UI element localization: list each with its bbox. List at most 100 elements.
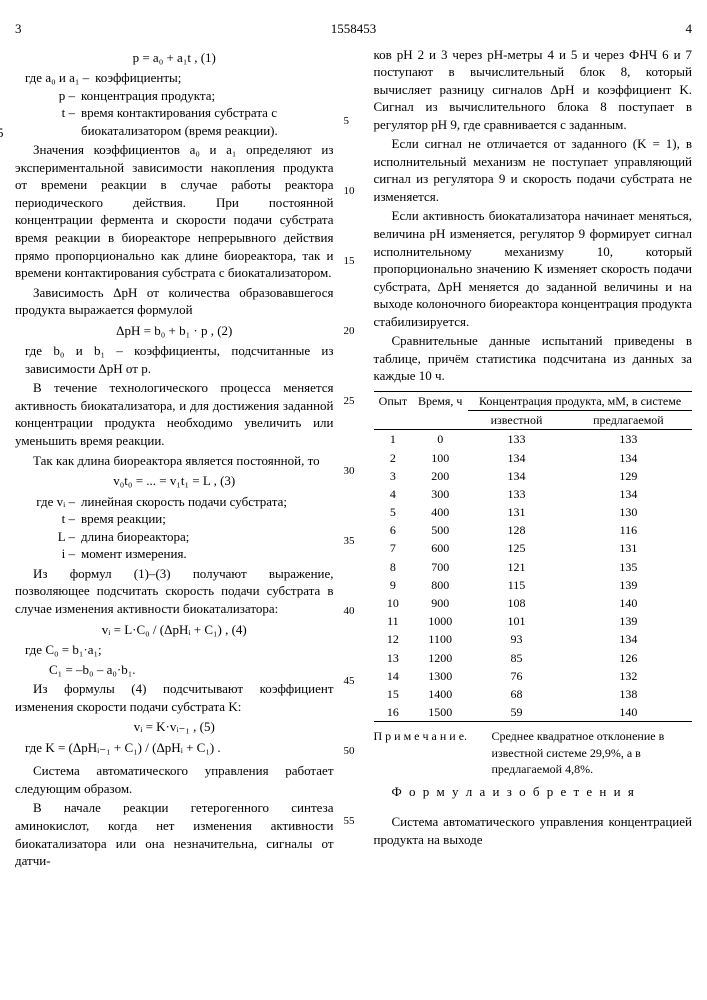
where-sym: где a₀ и a₁ – (25, 69, 95, 87)
table-cell: 125 (468, 539, 565, 557)
paragraph: Если сигнал не отличается от заданного (… (374, 135, 693, 205)
page-center-num: 1558453 (331, 20, 377, 38)
formula-2: ΔpH = b₀ + b₁ · p , (2) (15, 322, 334, 340)
table-cell: 1100 (412, 630, 468, 648)
table-cell: 93 (468, 630, 565, 648)
table-cell: 101 (468, 612, 565, 630)
paragraph: Сравнительные данные испытаний приведены… (374, 332, 693, 385)
page-left-num: 3 (15, 20, 22, 38)
table-cell: 11 (374, 612, 413, 630)
page-header: 3 1558453 4 (15, 20, 692, 38)
where-txt: время контактирования субстрата с биокат… (81, 104, 334, 139)
table-cell: 1500 (412, 703, 468, 722)
table-cell: 13 (374, 649, 413, 667)
results-table: Опыт Время, ч Концентрация продукта, мМ,… (374, 391, 693, 722)
table-cell: 12 (374, 630, 413, 648)
table-cell: 7 (374, 539, 413, 557)
table-row: 9800115139 (374, 576, 693, 594)
paragraph: Зависимость ΔpH от количества образовавш… (15, 284, 334, 319)
table-cell: 68 (468, 685, 565, 703)
table-row: 16150059140 (374, 703, 693, 722)
table-cell: 500 (412, 521, 468, 539)
where-txt: время реакции; (81, 510, 334, 528)
table-cell: 131 (565, 539, 692, 557)
formula-3: v₀t₀ = ... = v₁t₁ = L , (3) (15, 472, 334, 490)
table-row: 7600125131 (374, 539, 693, 557)
table-row: 8700121135 (374, 558, 693, 576)
note-text: Среднее квадратное отклонение в известно… (492, 728, 693, 777)
table-cell: 139 (565, 576, 692, 594)
th-conc: Концентрация продукта, мМ, в системе (468, 391, 692, 410)
line-num: 5 (0, 124, 4, 142)
table-row: 4300133134 (374, 485, 693, 503)
table-row: 10133133 (374, 430, 693, 449)
where-sym: i – (25, 545, 81, 563)
table-cell: 100 (412, 449, 468, 467)
right-column: ков pH 2 и 3 через pH-метры 4 и 5 и чере… (374, 46, 693, 872)
table-cell: 134 (468, 467, 565, 485)
note-label: П р и м е ч а н и е. (374, 728, 492, 777)
table-cell: 6 (374, 521, 413, 539)
paragraph: В начале реакции гетерогенного синтеза а… (15, 799, 334, 869)
paragraph: Из формулы (4) подсчитывают коэффициент … (15, 680, 334, 715)
table-cell: 135 (565, 558, 692, 576)
table-row: 12110093134 (374, 630, 693, 648)
table-cell: 0 (412, 430, 468, 449)
where-sym: p – (25, 87, 81, 105)
table-cell: 59 (468, 703, 565, 722)
table-cell: 134 (468, 449, 565, 467)
table-cell: 4 (374, 485, 413, 503)
table-cell: 3 (374, 467, 413, 485)
paragraph: Система автоматического управления конце… (374, 813, 693, 848)
table-cell: 1300 (412, 667, 468, 685)
table-cell: 200 (412, 467, 468, 485)
table-cell: 133 (565, 430, 692, 449)
table-cell: 140 (565, 594, 692, 612)
paragraph: ков pH 2 и 3 через pH-метры 4 и 5 и чере… (374, 46, 693, 134)
table-row: 10900108140 (374, 594, 693, 612)
table-cell: 1000 (412, 612, 468, 630)
table-cell: 128 (468, 521, 565, 539)
table-cell: 129 (565, 467, 692, 485)
paragraph: Так как длина биореактора является посто… (15, 452, 334, 470)
paragraph: Из формул (1)–(3) получают выражение, по… (15, 565, 334, 618)
table-cell: 133 (468, 430, 565, 449)
table-cell: 2 (374, 449, 413, 467)
table-row: 13120085126 (374, 649, 693, 667)
page-right-num: 4 (686, 20, 693, 38)
table-cell: 400 (412, 503, 468, 521)
table-cell: 133 (468, 485, 565, 503)
table-cell: 132 (565, 667, 692, 685)
table-cell: 800 (412, 576, 468, 594)
table-row: 3200134129 (374, 467, 693, 485)
where-line: где K = (ΔpHᵢ₋₁ + C₁) / (ΔpHᵢ + C₁) . (15, 739, 334, 757)
table-cell: 10 (374, 594, 413, 612)
where-txt: длина биореактора; (81, 528, 334, 546)
table-cell: 700 (412, 558, 468, 576)
table-cell: 76 (468, 667, 565, 685)
table-body: 1013313321001341343200134129430013313454… (374, 430, 693, 722)
where-sym: t – (25, 510, 81, 528)
formula-of-invention-title: Ф о р м у л а и з о б р е т е н и я (374, 783, 693, 801)
table-cell: 108 (468, 594, 565, 612)
table-cell: 138 (565, 685, 692, 703)
table-cell: 131 (468, 503, 565, 521)
table-cell: 16 (374, 703, 413, 722)
formula-4: vᵢ = L·C₀ / (ΔpHᵢ + C₁) , (4) (15, 621, 334, 639)
table-cell: 8 (374, 558, 413, 576)
table-cell: 1400 (412, 685, 468, 703)
paragraph: Система автоматического управления работ… (15, 762, 334, 797)
left-column: 5 p = a₀ + a₁t , (1) где a₀ и a₁ –коэффи… (15, 46, 334, 872)
th-time: Время, ч (412, 391, 468, 429)
where-line: C₁ = –b₀ – a₀·b₁. (25, 661, 334, 679)
table-cell: 14 (374, 667, 413, 685)
table-cell: 85 (468, 649, 565, 667)
table-row: 15140068138 (374, 685, 693, 703)
table-cell: 121 (468, 558, 565, 576)
table-row: 14130076132 (374, 667, 693, 685)
formula-5: vᵢ = K·vᵢ₋₁ , (5) (15, 718, 334, 736)
table-cell: 600 (412, 539, 468, 557)
table-row: 2100134134 (374, 449, 693, 467)
table-cell: 134 (565, 630, 692, 648)
th-known: известной (468, 411, 565, 430)
